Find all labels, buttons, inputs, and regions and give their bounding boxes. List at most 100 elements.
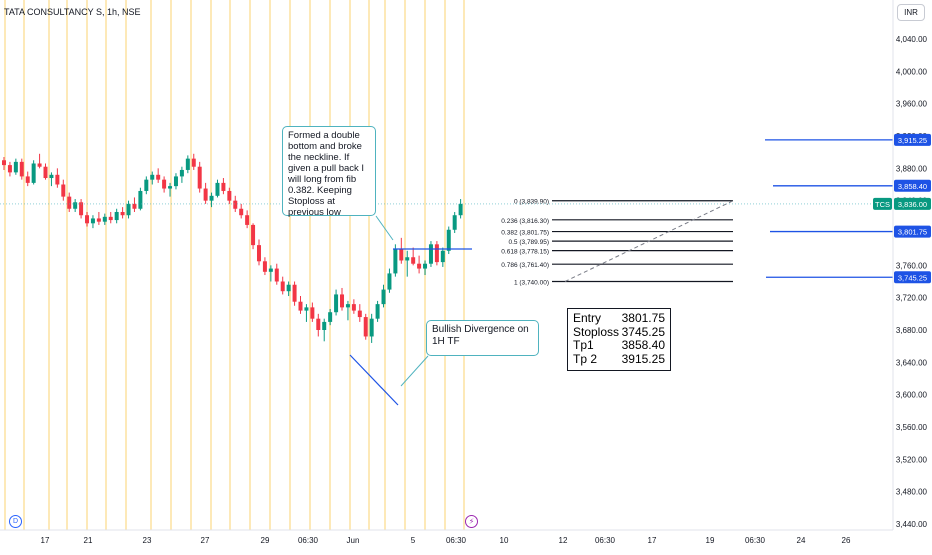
session-stripe (404, 0, 406, 530)
candle-up (423, 263, 428, 269)
candle-up (126, 203, 131, 216)
candle-down (274, 268, 279, 282)
candle-down (37, 163, 42, 167)
candle-up (150, 174, 155, 180)
trade-row-entry: Entry 3801.75 (573, 311, 665, 326)
candle-down (96, 218, 101, 222)
ticker-tag-label: TCS (875, 200, 890, 209)
session-stripe (368, 0, 370, 530)
candle-up (375, 304, 380, 319)
fib-level-label: 0.618 (3,778.15) (501, 249, 549, 256)
time-axis-tick: 5 (411, 536, 416, 545)
price-axis-tick: 3,440.00 (896, 520, 928, 529)
candle-down (251, 224, 256, 246)
time-axis-tick: 06:30 (298, 536, 319, 545)
event-flash-icon[interactable]: ⚡ (465, 515, 478, 528)
candle-down (85, 215, 90, 224)
fib-level-label: 0.236 (3,816.30) (501, 218, 549, 225)
candle-up (458, 203, 463, 216)
candle-down (417, 263, 422, 269)
candle-up (179, 169, 184, 177)
session-stripe (66, 0, 68, 530)
trade-row-tp1: Tp1 3858.40 (573, 338, 665, 353)
candle-up (446, 229, 451, 251)
session-stripe (210, 0, 212, 530)
time-axis-tick: Jun (347, 536, 360, 545)
candle-down (7, 165, 12, 173)
price-axis-tick: 3,560.00 (896, 423, 928, 432)
time-axis-tick: 17 (41, 536, 50, 545)
price-axis-tick: 3,520.00 (896, 455, 928, 464)
trade-plan-box: Entry 3801.75 Stoploss 3745.25 Tp1 3858.40 … (567, 308, 671, 371)
session-stripe (309, 0, 311, 530)
candle-down (67, 196, 72, 209)
fib-level-label: 1 (3,740.00) (514, 280, 549, 287)
candle-down (162, 179, 167, 189)
candle-down (340, 294, 345, 308)
candle-down (227, 190, 232, 201)
candle-up (452, 215, 457, 230)
session-stripe (23, 0, 25, 530)
candle-down (411, 257, 416, 264)
candle-up (369, 318, 374, 337)
candle-up (185, 158, 190, 170)
symbol-title[interactable]: TATA CONSULTANCY S, 1h, NSE (4, 7, 141, 17)
session-stripe (190, 0, 192, 530)
currency-badge[interactable]: INR (897, 4, 925, 21)
fib-level-label: 0.382 (3,801.75) (501, 230, 549, 237)
candle-down (25, 176, 30, 183)
candle-up (209, 195, 214, 201)
candle-up (168, 186, 173, 189)
session-stripe (463, 0, 465, 530)
price-axis-tick: 3,640.00 (896, 358, 928, 367)
candle-down (61, 184, 66, 197)
price-axis-tick: 3,600.00 (896, 391, 928, 400)
candle-up (73, 202, 78, 209)
price-axis-tick: 3,760.00 (896, 261, 928, 270)
trade-value: 3801.75 (621, 311, 665, 325)
session-stripe (4, 0, 6, 530)
candle-down (280, 281, 285, 292)
candle-down (108, 216, 113, 221)
session-stripe (125, 0, 127, 530)
trade-row-stoploss: Stoploss 3745.25 (573, 324, 665, 340)
price-tag (894, 271, 931, 284)
price-tag-label: 3,915.25 (898, 136, 927, 145)
trade-value: 3858.40 (621, 338, 665, 352)
session-stripe (105, 0, 107, 530)
price-tag (894, 225, 931, 238)
time-axis-tick: 29 (261, 536, 270, 545)
candle-up (334, 294, 339, 313)
trade-value: 3745.25 (621, 324, 665, 339)
candle-up (381, 289, 386, 305)
session-stripe (289, 0, 291, 530)
double-bottom-note[interactable]: Formed a double bottom and broke the nec… (282, 126, 376, 218)
candle-down (79, 202, 84, 216)
price-tag (894, 197, 931, 210)
time-axis-tick: 06:30 (595, 536, 616, 545)
candle-up (440, 250, 445, 263)
fib-level-label: 0 (3,839.90) (514, 199, 549, 206)
fib-level-label: 0.5 (3,789.95) (509, 239, 549, 246)
price-axis-tick: 4,040.00 (896, 35, 928, 44)
price-tag-label: 3,801.75 (898, 228, 927, 237)
divergence-note[interactable]: Bullish Divergence on 1H TF (426, 320, 539, 356)
trade-label: Entry (573, 311, 602, 325)
candle-down (19, 161, 24, 177)
candle-down (43, 166, 48, 179)
dividend-marker-icon[interactable]: D (9, 515, 22, 528)
candle-down (351, 304, 356, 311)
time-axis-tick: 12 (559, 536, 568, 545)
candle-down (245, 215, 250, 225)
price-tag (894, 133, 931, 146)
candle-up (328, 312, 333, 322)
time-axis-tick: 06:30 (446, 536, 467, 545)
candle-down (233, 200, 238, 209)
session-stripe (444, 0, 446, 530)
trade-row-tp2: Tp 2 3915.25 (573, 352, 665, 367)
candle-up (405, 257, 410, 261)
candle-down (203, 188, 208, 201)
candle-up (102, 216, 107, 222)
